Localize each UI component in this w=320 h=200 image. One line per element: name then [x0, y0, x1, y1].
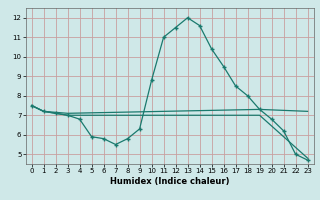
X-axis label: Humidex (Indice chaleur): Humidex (Indice chaleur) [110, 177, 229, 186]
